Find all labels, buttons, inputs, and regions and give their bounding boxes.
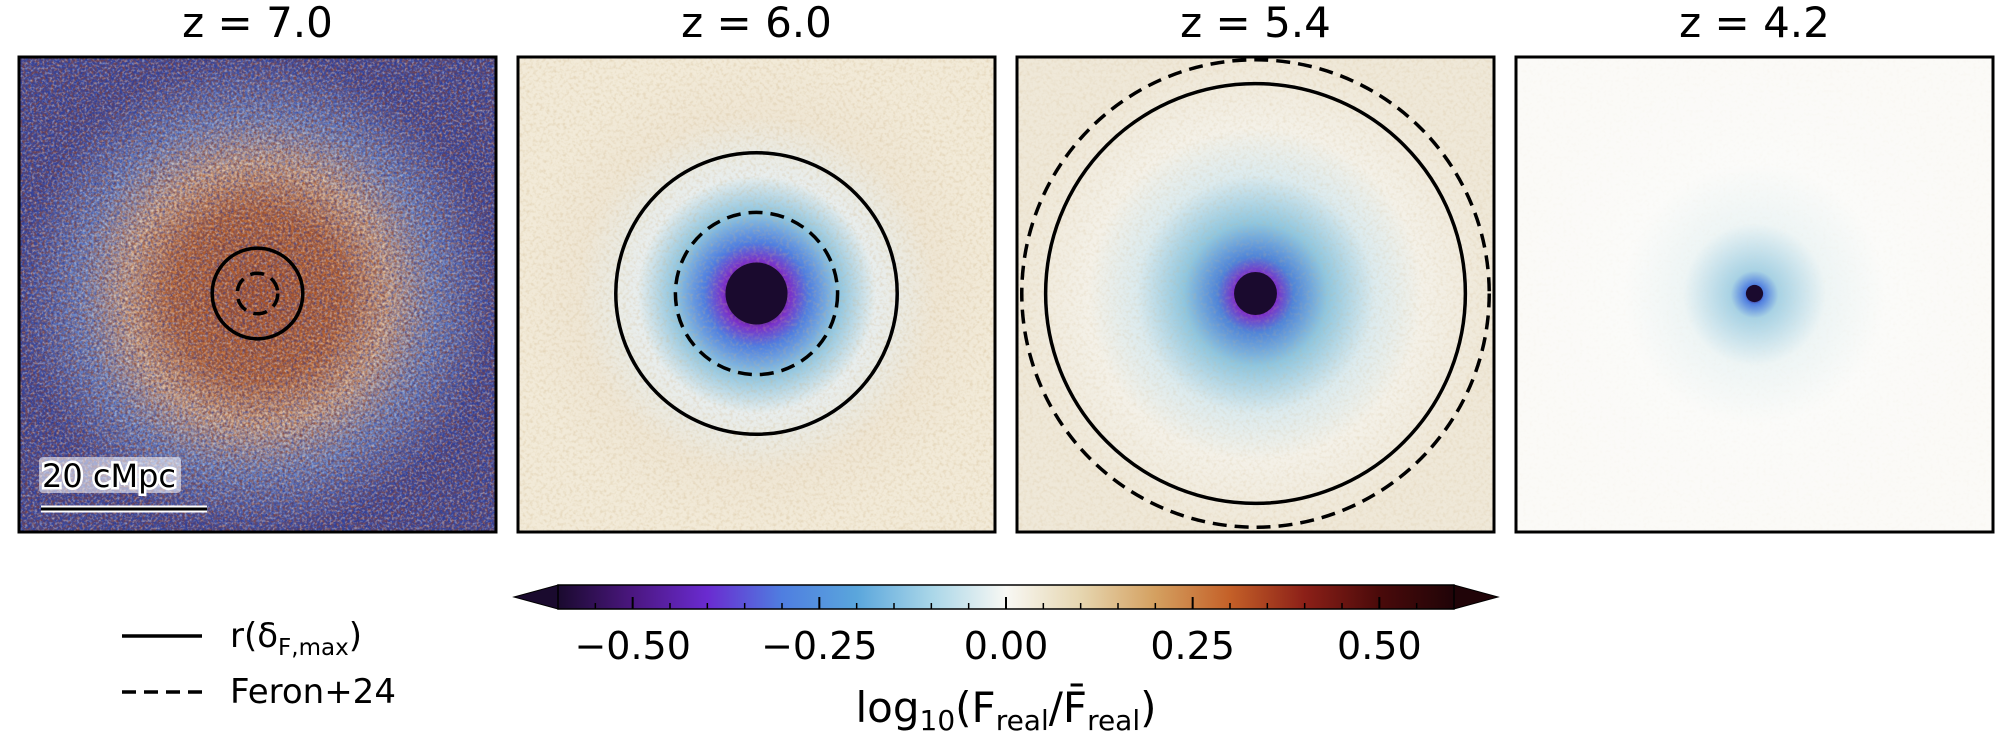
feron24-circle xyxy=(673,210,840,377)
noise-white xyxy=(19,57,496,532)
panel-title: z = 7.0 xyxy=(182,0,333,47)
scalebar-label-bg xyxy=(39,457,181,493)
feron24-circle xyxy=(1020,58,1491,529)
feron24-circle xyxy=(235,271,280,316)
central-core xyxy=(1745,284,1764,303)
legend: r(δF,max) Feron+24 xyxy=(122,616,396,712)
panel-title: z = 4.2 xyxy=(1679,0,1830,47)
r-deltaF-max-circle xyxy=(210,246,305,341)
panel-frame xyxy=(516,55,997,534)
colorbar: −0.50 −0.25 0.00 0.25 0.50 log10(Freal/F̄rea… xyxy=(512,584,1500,737)
map-panels: 20 cMpc z = 7.0 z = 6.0 z = 5.4 z = 4.2 xyxy=(17,0,1995,534)
colorbar-tick-label: 0.00 xyxy=(964,624,1049,668)
colorbar-tick-label: 0.25 xyxy=(1150,624,1235,668)
panel-title: z = 6.0 xyxy=(681,0,832,47)
colorbar-tick-label: 0.50 xyxy=(1337,624,1422,668)
panel-title: z = 5.4 xyxy=(1180,0,1331,47)
colorbar-tick-label: −0.25 xyxy=(761,624,877,668)
colorbar-ticks: −0.50 −0.25 0.00 0.25 0.50 xyxy=(574,597,1422,668)
legend-dashed-label: Feron+24 xyxy=(230,672,396,712)
r-deltaF-max-circle xyxy=(1043,81,1468,506)
panel-z5-4: z = 5.4 xyxy=(1015,0,1496,534)
panel-frame xyxy=(1514,55,1995,534)
legend-solid-label: r(δF,max) xyxy=(230,616,362,661)
colorbar-extend-high xyxy=(1453,584,1500,610)
panel-frame xyxy=(1015,55,1496,534)
scalebar: 20 cMpc xyxy=(39,455,207,513)
colorbar-label: log10(Freal/F̄real) xyxy=(855,681,1156,737)
r-deltaF-max-circle xyxy=(614,151,899,436)
colorbar-extend-low xyxy=(512,584,559,610)
panel-z6: z = 6.0 xyxy=(516,0,997,534)
scalebar-label: 20 cMpc xyxy=(42,457,176,495)
central-core xyxy=(1234,272,1277,315)
panel-z4-2: z = 4.2 xyxy=(1514,0,1995,534)
panel-frame xyxy=(17,55,498,534)
colorbar-tick-label: −0.50 xyxy=(574,624,690,668)
panel-z7: 20 cMpc z = 7.0 xyxy=(17,0,498,534)
central-core xyxy=(725,262,788,325)
